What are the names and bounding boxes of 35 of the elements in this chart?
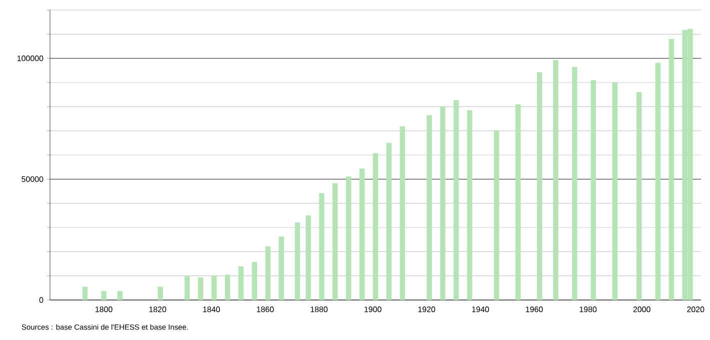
- bar: [426, 115, 432, 300]
- bar: [198, 278, 204, 300]
- bar: [211, 276, 217, 300]
- bar: [400, 126, 406, 300]
- bar: [440, 106, 446, 300]
- bar: [467, 110, 472, 300]
- bar: [252, 262, 258, 300]
- bar: [454, 100, 459, 300]
- bar: [224, 274, 230, 300]
- bar: [668, 38, 674, 300]
- bar: [655, 62, 661, 300]
- bar: [537, 72, 542, 300]
- bar: [158, 286, 163, 300]
- bar: [572, 67, 578, 300]
- bar: [117, 291, 123, 300]
- bar: [612, 82, 618, 300]
- bar: [636, 92, 642, 300]
- bar: [319, 193, 324, 300]
- bar: [359, 168, 365, 300]
- bar: [332, 183, 338, 300]
- bar: [278, 236, 284, 300]
- bar: [184, 276, 190, 300]
- bar: [238, 266, 244, 300]
- bar: [386, 142, 392, 300]
- bar: [494, 130, 500, 300]
- bar: [82, 286, 88, 300]
- bar: [590, 80, 596, 300]
- bar: [306, 215, 311, 300]
- bar: [346, 176, 352, 300]
- bar: [553, 60, 558, 300]
- bar: [265, 246, 270, 300]
- bar: [101, 291, 106, 300]
- bar: [372, 153, 378, 300]
- bar: [515, 104, 521, 300]
- bar: [294, 222, 300, 300]
